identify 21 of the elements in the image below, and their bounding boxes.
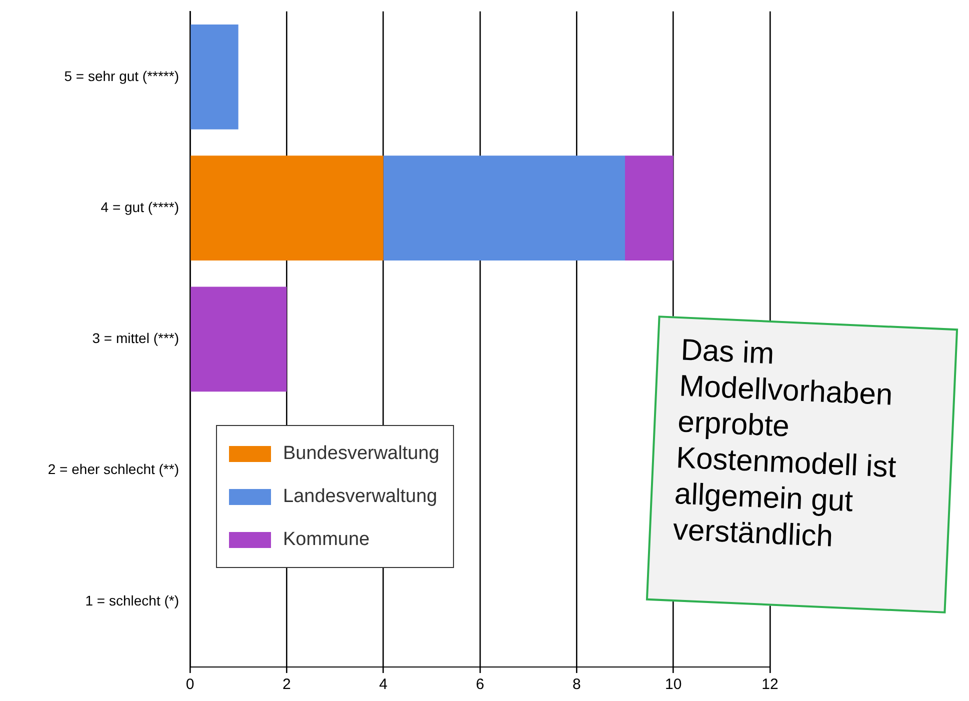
x-tick-label: 4	[379, 676, 388, 694]
legend-label: Landesverwaltung	[283, 486, 438, 508]
legend-label: Bundesverwaltung	[283, 442, 440, 464]
y-tick-label: 5 = sehr gut (*****)	[64, 68, 179, 84]
y-tick-label: 2 = eher schlecht (**)	[48, 461, 179, 478]
bar	[625, 156, 674, 261]
x-tick-label: 8	[572, 676, 581, 694]
y-tick-label: 1 = schlecht (*)	[85, 592, 179, 608]
bar	[190, 24, 238, 130]
y-tick-label: 4 = gut (****)	[100, 198, 179, 215]
x-tick-label: 0	[186, 676, 194, 694]
bar	[190, 286, 287, 392]
x-tick-label: 2	[282, 676, 291, 694]
x-tick-label: 12	[762, 676, 778, 694]
legend-label: Kommune	[283, 528, 370, 550]
bar	[190, 156, 384, 261]
note-card: Das im Modellvorhaben erprobte Kostenmodell ist allgemein gut verständlich	[646, 316, 958, 614]
x-tick-label: 10	[664, 676, 682, 694]
y-tick-label: 3 = mittel (***)	[92, 330, 179, 346]
x-tick-label: 6	[476, 676, 484, 694]
bar	[383, 156, 625, 261]
